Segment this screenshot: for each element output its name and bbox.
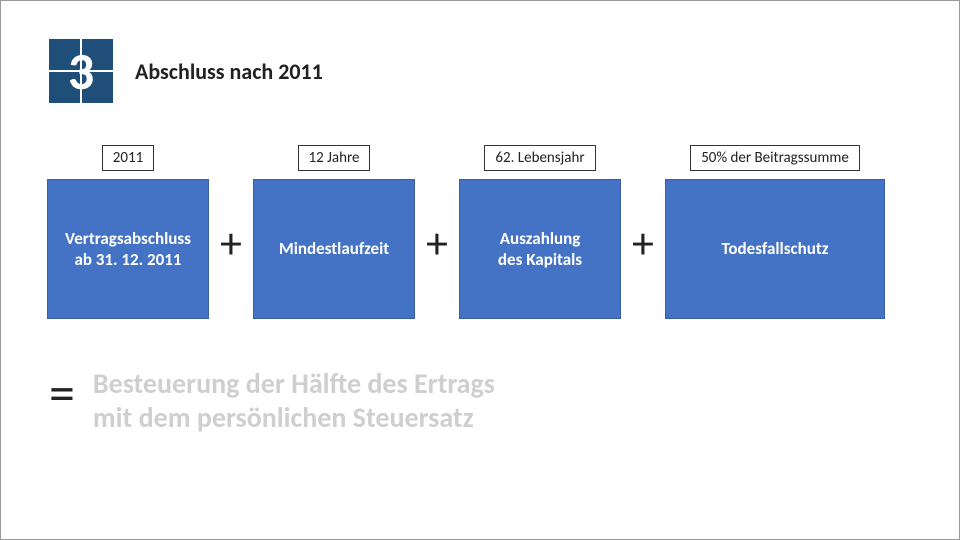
formula-tag: 62. Lebensjahr xyxy=(484,145,595,171)
result-row: = Besteuerung der Hälfte des Ertrags mit… xyxy=(1,319,959,434)
result-line1: Besteuerung der Hälfte des Ertrags xyxy=(93,366,495,401)
result-text: Besteuerung der Hälfte des Ertrags mit d… xyxy=(93,367,495,434)
formula-block: Vertragsabschluss ab 31. 12. 2011 xyxy=(47,179,209,319)
block-line2: ab 31. 12. 2011 xyxy=(74,249,181,270)
section-number: 3 xyxy=(49,39,113,103)
formula-col-2: 62. Lebensjahr Auszahlung des Kapitals xyxy=(459,145,621,319)
formula-block: Todesfallschutz xyxy=(665,179,885,319)
formula-col-1: 12 Jahre Mindestlaufzeit xyxy=(253,145,415,319)
equals-icon: = xyxy=(49,367,75,419)
formula-block: Mindestlaufzeit xyxy=(253,179,415,319)
formula-tag: 50% der Beitragssumme xyxy=(690,145,860,171)
header: 3 Abschluss nach 2011 xyxy=(1,1,959,103)
formula-tag: 12 Jahre xyxy=(298,145,371,171)
block-line2: des Kapitals xyxy=(498,249,582,270)
result-line2: mit dem persönlichen Steuersatz xyxy=(93,400,474,435)
plus-icon: + xyxy=(211,216,251,270)
formula-col-3: 50% der Beitragssumme Todesfallschutz xyxy=(665,145,885,319)
block-line1: Todesfallschutz xyxy=(721,238,828,259)
formula-block: Auszahlung des Kapitals xyxy=(459,179,621,319)
formula-tag: 2011 xyxy=(102,145,154,171)
block-line1: Auszahlung xyxy=(500,228,581,249)
formula-col-0: 2011 Vertragsabschluss ab 31. 12. 2011 xyxy=(47,145,209,319)
page-title: Abschluss nach 2011 xyxy=(135,58,323,85)
formula-row: 2011 Vertragsabschluss ab 31. 12. 2011 +… xyxy=(1,103,959,319)
section-number-box: 3 xyxy=(49,39,113,103)
plus-icon: + xyxy=(417,216,457,270)
block-line1: Mindestlaufzeit xyxy=(279,238,389,259)
plus-icon: + xyxy=(623,216,663,270)
block-line1: Vertragsabschluss xyxy=(65,228,191,249)
